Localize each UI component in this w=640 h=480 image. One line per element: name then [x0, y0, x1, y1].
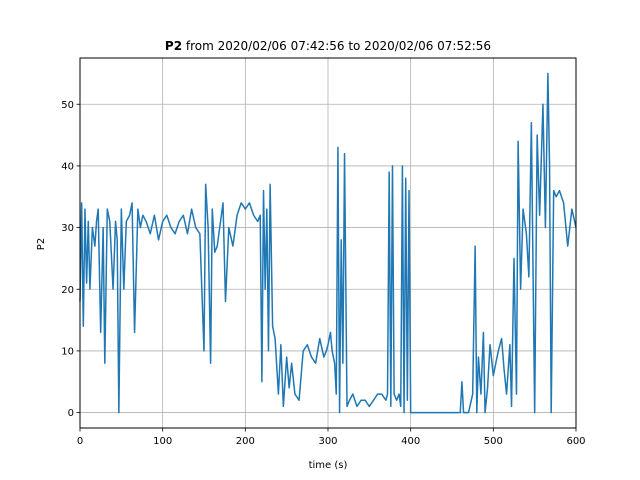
- y-tick-label: 50: [61, 100, 74, 111]
- x-tick-label: 200: [236, 436, 255, 447]
- x-tick-label: 300: [318, 436, 337, 447]
- x-tick-label: 600: [566, 436, 585, 447]
- y-tick-label: 20: [61, 285, 74, 296]
- y-tick-label: 30: [61, 223, 74, 234]
- x-tick-label: 0: [77, 436, 83, 447]
- grid: [79, 58, 577, 428]
- y-tick-label: 40: [61, 161, 74, 172]
- ticks: 0 100 200 300 400 500 600 0 10 20 30 40 50: [61, 100, 585, 447]
- chart-title: P2 from 2020/02/06 07:42:56 to 2020/02/0…: [165, 39, 491, 53]
- y-tick-label: 10: [61, 346, 74, 357]
- y-tick-label: 0: [68, 408, 74, 419]
- x-tick-label: 400: [401, 436, 420, 447]
- x-axis-label: time (s): [309, 460, 348, 471]
- y-axis-label: P2: [36, 238, 47, 250]
- chart-title-rest: from 2020/02/06 07:42:56 to 2020/02/06 0…: [182, 39, 491, 53]
- series-line-0: [79, 72, 577, 414]
- x-tick-label: 100: [153, 436, 172, 447]
- plot-area: [79, 72, 577, 414]
- chart-title-bold: P2: [165, 39, 182, 53]
- x-tick-label: 500: [484, 436, 503, 447]
